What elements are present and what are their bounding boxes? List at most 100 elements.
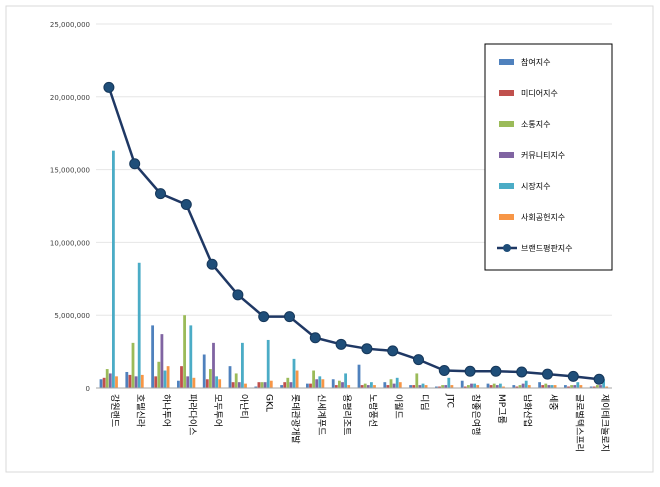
line-point [593, 373, 605, 385]
line-point [258, 311, 270, 323]
bar-3 [570, 385, 573, 388]
line-point [103, 81, 115, 93]
bar-2 [438, 386, 441, 388]
bar-5 [499, 383, 502, 388]
bar-4 [237, 382, 241, 388]
legend-swatch-2 [499, 90, 514, 96]
bar-5 [421, 383, 425, 388]
bar-4 [263, 382, 267, 388]
bar-2 [463, 386, 467, 388]
x-tick-label: MP그룹 [496, 394, 507, 424]
bar-6 [502, 386, 505, 388]
bar-5 [163, 370, 167, 388]
bar-3 [338, 380, 341, 388]
bar-2 [154, 376, 158, 388]
x-tick-label: 롯데관광개발 [290, 394, 302, 444]
bar-5 [215, 376, 218, 388]
bar-3 [492, 383, 496, 388]
legend-point-swatch [503, 244, 511, 252]
line-point [490, 365, 502, 377]
line-point [567, 370, 579, 382]
bar-2 [334, 385, 338, 388]
legend-label: 커뮤니티지수 [521, 150, 565, 160]
bar-5 [344, 373, 347, 388]
line-point [335, 338, 347, 350]
bar-6 [115, 376, 118, 388]
bar-5 [137, 262, 141, 388]
bar-2 [386, 385, 390, 388]
legend-label: 브랜드평판지수 [521, 243, 573, 253]
x-tick-label: 호텔신라 [135, 394, 147, 428]
bar-5 [370, 382, 373, 388]
bar-1 [383, 382, 387, 388]
bar-1 [202, 354, 206, 388]
x-tick-label: 모두투어 [212, 394, 223, 427]
bar-4 [444, 385, 448, 388]
bar-6 [553, 385, 557, 388]
bar-4 [547, 385, 551, 388]
y-tick-label: 10,000,000 [50, 239, 90, 247]
bar-layer [99, 150, 609, 388]
bar-2 [231, 382, 235, 388]
bar-6 [218, 379, 222, 388]
bar-6 [140, 374, 144, 388]
bar-1 [409, 385, 413, 388]
bar-1 [538, 382, 542, 388]
bar-1 [564, 385, 567, 388]
bar-1 [589, 386, 593, 388]
bar-4 [392, 383, 396, 388]
bar-4 [212, 342, 215, 388]
bar-4 [289, 382, 293, 388]
bar-5 [318, 376, 322, 388]
bar-6 [373, 385, 376, 388]
bar-3 [544, 383, 548, 388]
bar-6 [244, 383, 247, 388]
x-tick-label: 아난티 [238, 394, 249, 419]
bar-1 [306, 383, 309, 388]
bar-3 [260, 382, 264, 388]
bar-4 [108, 373, 112, 388]
line-point [232, 289, 244, 301]
x-tick-label: 참좋은여행 [470, 394, 482, 435]
bar-2 [102, 377, 106, 388]
bar-2 [592, 386, 596, 388]
bar-2 [489, 385, 493, 388]
x-tick-label: 강원랜드 [109, 394, 120, 427]
bar-2 [567, 386, 570, 388]
bar-5 [112, 150, 115, 388]
line-layer [103, 81, 605, 385]
legend-swatch-4 [499, 152, 514, 158]
bar-6 [398, 382, 402, 388]
bar-3 [234, 373, 238, 388]
y-tick-label: 20,000,000 [50, 94, 90, 102]
bar-5 [602, 379, 605, 388]
x-tick-label: 용평리조트 [341, 394, 352, 435]
x-tick-label: JTC [444, 393, 454, 408]
x-tick-label: 이월드 [393, 394, 405, 419]
bar-3 [312, 370, 315, 388]
bar-6 [605, 386, 609, 388]
bar-5 [473, 383, 476, 388]
bar-4 [418, 385, 422, 388]
bar-1 [125, 371, 129, 388]
bar-3 [596, 385, 599, 388]
line-point [361, 343, 373, 355]
legend-label: 시장지수 [521, 181, 550, 191]
bar-6 [527, 385, 531, 388]
bar-6 [192, 377, 196, 388]
x-tick-label: 세중 [548, 394, 559, 411]
bar-5 [241, 342, 244, 388]
bar-3 [389, 379, 393, 388]
bar-3 [131, 342, 135, 388]
line-point [464, 365, 476, 377]
line-point [206, 258, 218, 270]
line-point [516, 366, 528, 378]
bar-1 [254, 386, 258, 388]
y-tick-label: 5,000,000 [54, 312, 90, 320]
line-point [413, 354, 424, 366]
bar-5 [395, 377, 399, 388]
bar-1 [177, 380, 180, 388]
x-tick-label: 신세계푸드 [315, 394, 327, 435]
